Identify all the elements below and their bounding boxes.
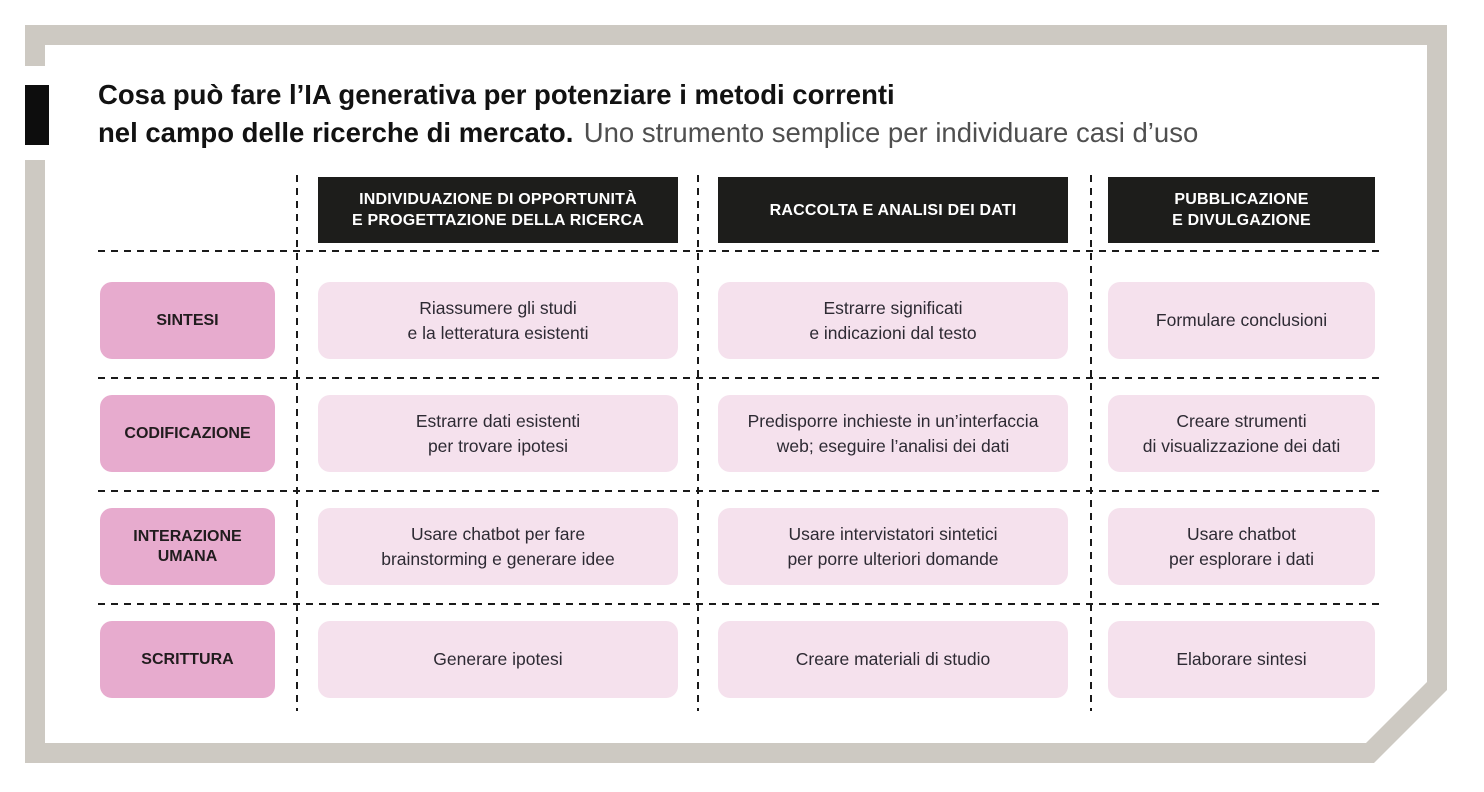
dashed-divider-horizontal-4 — [98, 603, 1381, 605]
dashed-divider-horizontal-3 — [98, 490, 1381, 492]
table-cell: Usare chatbot per fare brainstorming e g… — [318, 508, 678, 585]
table-cell: Estrarre significati e indicazioni dal t… — [718, 282, 1068, 359]
subtitle: Uno strumento semplice per individuare c… — [583, 117, 1199, 148]
dashed-divider-vertical-2 — [697, 175, 699, 711]
table-cell: Usare intervistatori sintetici per porre… — [718, 508, 1068, 585]
dashed-divider-horizontal-2 — [98, 377, 1381, 379]
row-label-scrittura: SCRITTURA — [100, 621, 275, 698]
table-cell: Creare strumenti di visualizzazione dei … — [1108, 395, 1375, 472]
table-cell: Predisporre inchieste in un’interfaccia … — [718, 395, 1068, 472]
column-header-data-collection-analysis: RACCOLTA E ANALISI DEI DATI — [718, 177, 1068, 243]
table-cell: Usare chatbot per esplorare i dati — [1108, 508, 1375, 585]
table-cell: Generare ipotesi — [318, 621, 678, 698]
table-cell: Estrarre dati esistenti per trovare ipot… — [318, 395, 678, 472]
dashed-divider-vertical-3 — [1090, 175, 1092, 711]
table-cell: Creare materiali di studio — [718, 621, 1068, 698]
table-cell: Formulare conclusioni — [1108, 282, 1375, 359]
title-line-2: nel campo delle ricerche di mercato. Uno … — [98, 117, 1199, 148]
dashed-divider-horizontal-1 — [98, 250, 1381, 252]
black-tab-decoration — [25, 85, 49, 145]
column-header-publication: PUBBLICAZIONE E DIVULGAZIONE — [1108, 177, 1375, 243]
table-cell: Riassumere gli studi e la letteratura es… — [318, 282, 678, 359]
title-line-1: Cosa può fare l’IA generativa per potenz… — [98, 79, 895, 110]
row-label-sintesi: SINTESI — [100, 282, 275, 359]
column-header-opportunity-design: INDIVIDUAZIONE DI OPPORTUNITÀ E PROGETTA… — [318, 177, 678, 243]
table-cell: Elaborare sintesi — [1108, 621, 1375, 698]
row-label-interazione-umana: INTERAZIONE UMANA — [100, 508, 275, 585]
page-title: Cosa può fare l’IA generativa per potenz… — [98, 76, 1198, 152]
dashed-divider-vertical-1 — [296, 175, 298, 711]
row-label-codificazione: CODIFICAZIONE — [100, 395, 275, 472]
